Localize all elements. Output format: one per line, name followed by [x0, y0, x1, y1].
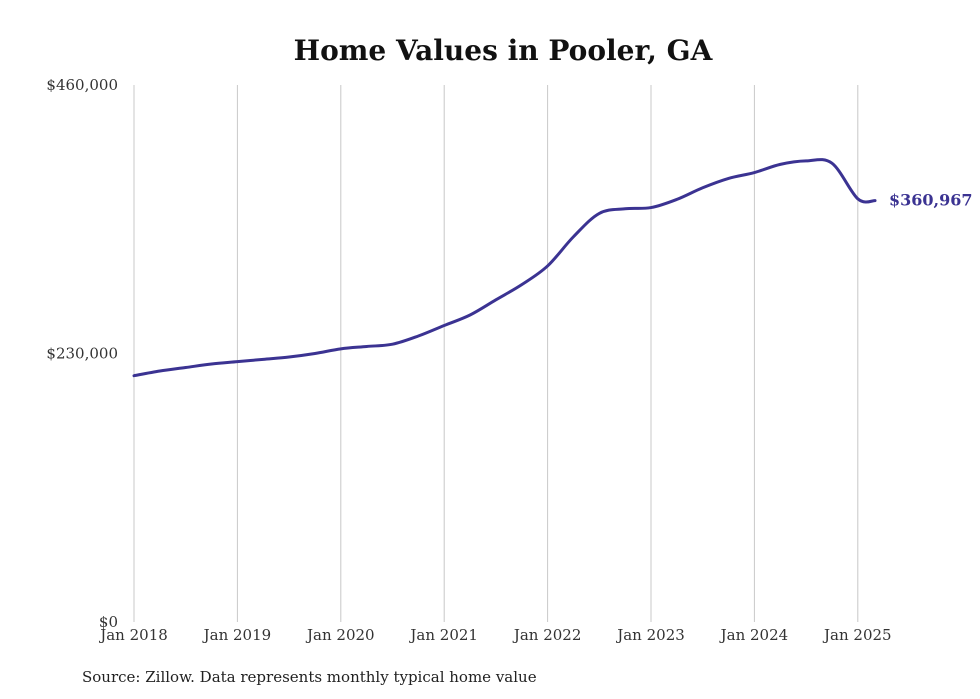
y-tick-label: $460,000	[46, 76, 118, 94]
x-axis: Jan 2018 Jan 2019 Jan 2020 Jan 2021 Jan 2022…	[98, 626, 891, 644]
series-line	[132, 158, 877, 378]
end-value-label: $360,967	[889, 191, 973, 210]
x-tick-label: Jan 2021	[408, 626, 478, 644]
chart-title: Home Values in Pooler, GA	[294, 34, 714, 67]
x-tick-label: Jan 2019	[202, 626, 272, 644]
source-note: Source: Zillow. Data represents monthly …	[82, 668, 537, 686]
y-tick-label: $0	[99, 613, 118, 631]
x-tick-label: Jan 2022	[512, 626, 582, 644]
y-axis: $0 $230,000 $460,000	[46, 76, 118, 631]
x-tick-label: Jan 2018	[98, 626, 168, 644]
x-tick-label: Jan 2025	[822, 626, 892, 644]
y-tick-label: $230,000	[46, 345, 118, 363]
x-tick-label: Jan 2024	[719, 626, 789, 644]
x-tick-label: Jan 2020	[305, 626, 375, 644]
x-tick-label: Jan 2023	[615, 626, 685, 644]
series-group	[132, 158, 877, 378]
vertical-gridlines	[133, 85, 859, 622]
